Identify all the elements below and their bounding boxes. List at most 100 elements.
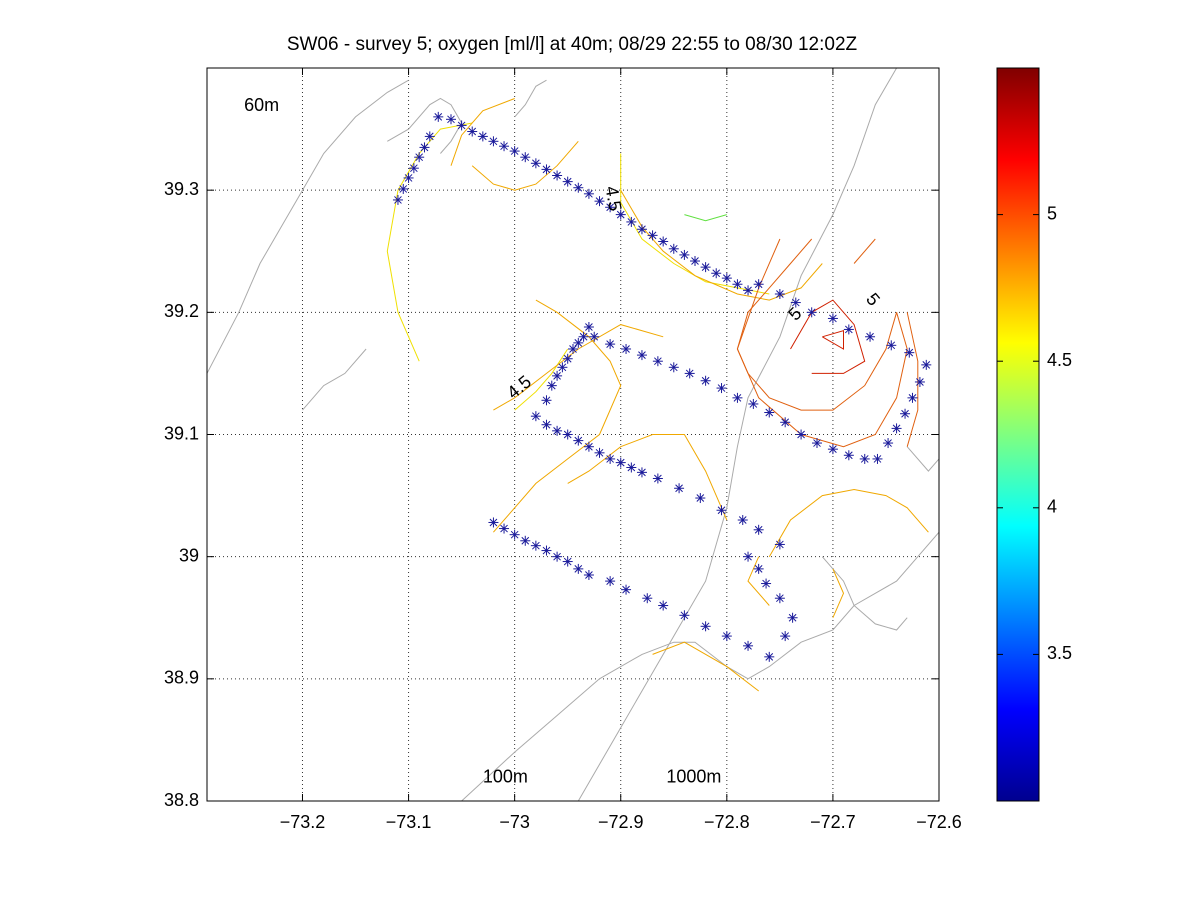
- station-marker: [652, 356, 663, 367]
- station-marker: [774, 289, 785, 300]
- station-marker: [753, 279, 764, 290]
- depth-label: 1000m: [666, 767, 721, 787]
- station-marker: [761, 578, 772, 589]
- station-marker: [774, 539, 785, 550]
- bathymetry-contour: [906, 446, 939, 472]
- station-marker: [711, 268, 722, 279]
- station-marker: [546, 380, 557, 391]
- oxygen-contour: [736, 238, 908, 448]
- station-marker: [615, 209, 626, 220]
- oxygen-contour: [684, 214, 727, 222]
- station-marker: [753, 524, 764, 535]
- station-marker: [573, 435, 584, 446]
- station-marker: [652, 473, 663, 484]
- station-marker: [716, 505, 727, 516]
- x-tick-label: −72.7: [810, 812, 856, 832]
- station-marker: [642, 593, 653, 604]
- oxygen-contour: [832, 568, 845, 618]
- station-marker: [398, 183, 409, 194]
- station-marker: [774, 593, 785, 604]
- station-marker: [408, 163, 419, 174]
- station-marker: [806, 307, 817, 318]
- oxygen-contour: [514, 348, 569, 411]
- bathymetry-contour: [387, 97, 463, 154]
- station-marker: [562, 176, 573, 187]
- station-marker: [780, 417, 791, 428]
- bathymetry-contour: [514, 79, 547, 118]
- station-marker: [573, 337, 584, 348]
- station-marker: [583, 569, 594, 580]
- station-marker: [684, 368, 695, 379]
- y-axis: 38.8 38.9 39 39.1 39.2 39.3: [164, 179, 939, 810]
- station-marker: [456, 120, 467, 131]
- station-marker: [615, 457, 626, 468]
- y-tick-label: 39.1: [164, 423, 199, 443]
- station-marker: [433, 111, 444, 122]
- station-marker: [562, 353, 573, 364]
- station-marker: [690, 256, 700, 267]
- station-marker: [446, 114, 456, 125]
- bathymetry-contour: [302, 348, 367, 411]
- y-tick-label: 39: [179, 545, 199, 565]
- station-marker: [626, 462, 637, 473]
- station-marker: [843, 450, 854, 461]
- colorbar-tick-label: 5: [1047, 203, 1057, 223]
- station-marker: [605, 202, 616, 213]
- oxygen-contour: [493, 324, 664, 411]
- oxygen-contour: [493, 299, 622, 533]
- station-marker: [921, 359, 932, 370]
- station-marker: [424, 131, 435, 142]
- x-tick-label: −72.9: [598, 812, 644, 832]
- oxygen-contour: [620, 189, 823, 301]
- y-tick-label: 39.2: [164, 301, 199, 321]
- x-tick-label: −73.2: [280, 812, 326, 832]
- station-marker: [907, 392, 918, 403]
- station-marker: [743, 285, 754, 296]
- station-marker: [674, 483, 685, 494]
- oxygen-contour: [736, 238, 898, 411]
- station-marker: [737, 515, 748, 526]
- station-marker: [695, 493, 706, 504]
- depth-label: 100m: [483, 767, 528, 787]
- station-marker: [904, 347, 915, 358]
- station-marker: [780, 631, 791, 642]
- colorbar-tick-label: 3.5: [1047, 643, 1072, 663]
- station-marker: [636, 467, 647, 478]
- station-marker: [583, 441, 594, 452]
- y-tick-label: 38.8: [164, 790, 199, 810]
- plot-area: [207, 68, 939, 801]
- station-marker: [900, 408, 911, 419]
- colorbar: 3.5 4 4.5 5: [996, 67, 1072, 802]
- station-marker: [865, 331, 876, 342]
- station-marker: [392, 194, 403, 205]
- station-marker: [886, 340, 897, 351]
- colorbar-gradient: [996, 67, 1040, 802]
- station-marker: [557, 362, 568, 373]
- contour-label: 4.5: [601, 184, 625, 212]
- chart-title: SW06 - survey 5; oxygen [ml/l] at 40m; 0…: [287, 34, 858, 55]
- station-marker: [520, 152, 531, 163]
- station-marker: [509, 146, 520, 157]
- station-marker: [721, 631, 732, 642]
- station-marker: [883, 438, 894, 449]
- bathymetry-contour: [577, 68, 898, 801]
- depth-label: 60m: [244, 95, 279, 115]
- colorbar-tick-label: 4: [1047, 497, 1057, 517]
- station-marker: [636, 224, 647, 235]
- station-marker: [748, 398, 759, 409]
- station-marker: [541, 545, 552, 556]
- y-tick-label: 38.9: [164, 668, 199, 688]
- station-marker: [721, 273, 732, 284]
- y-tick-label: 39.3: [164, 179, 199, 199]
- station-marker: [658, 236, 669, 247]
- station-marker: [573, 182, 584, 193]
- station-marker: [872, 453, 883, 464]
- station-marker: [605, 339, 616, 350]
- station-marker: [509, 529, 520, 540]
- station-marker: [414, 152, 425, 163]
- station-marker: [594, 447, 605, 458]
- station-marker: [530, 411, 541, 422]
- station-marker: [621, 343, 632, 354]
- station-marker: [700, 262, 711, 273]
- station-marker: [562, 429, 573, 440]
